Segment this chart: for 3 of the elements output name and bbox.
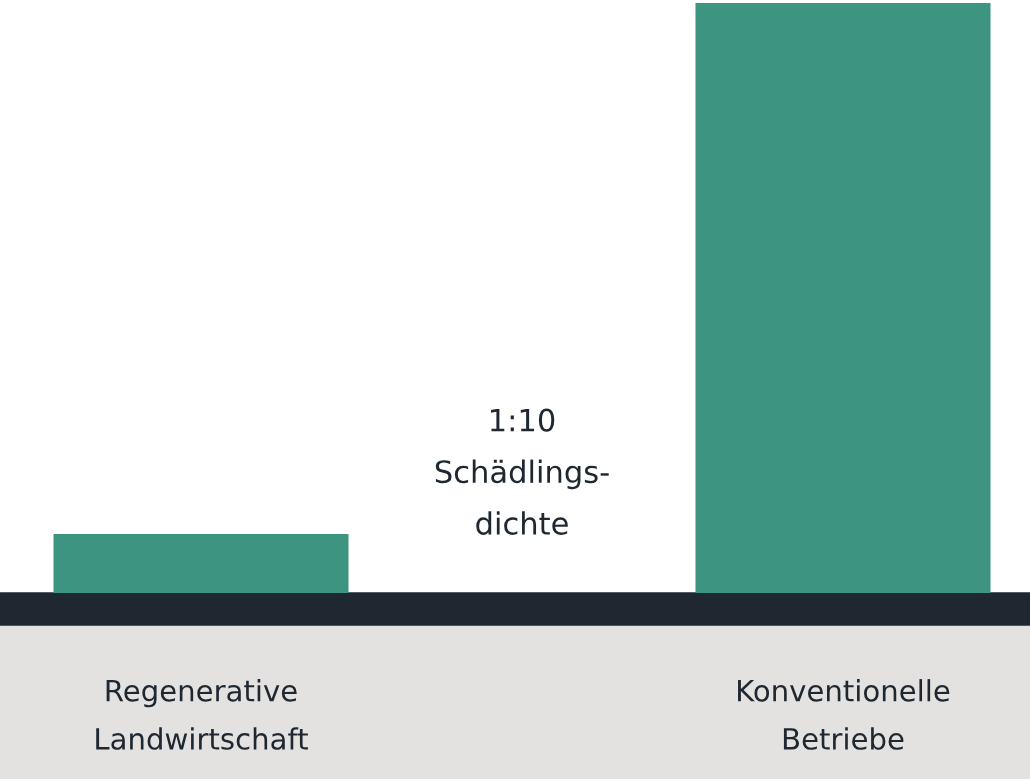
x-tick-label: Regenerative Landwirtschaft <box>96 679 308 750</box>
x-tick-label: Konventionelle Betriebe <box>738 679 950 750</box>
annotation: 1:10 Schädlings- dichte <box>435 408 609 535</box>
